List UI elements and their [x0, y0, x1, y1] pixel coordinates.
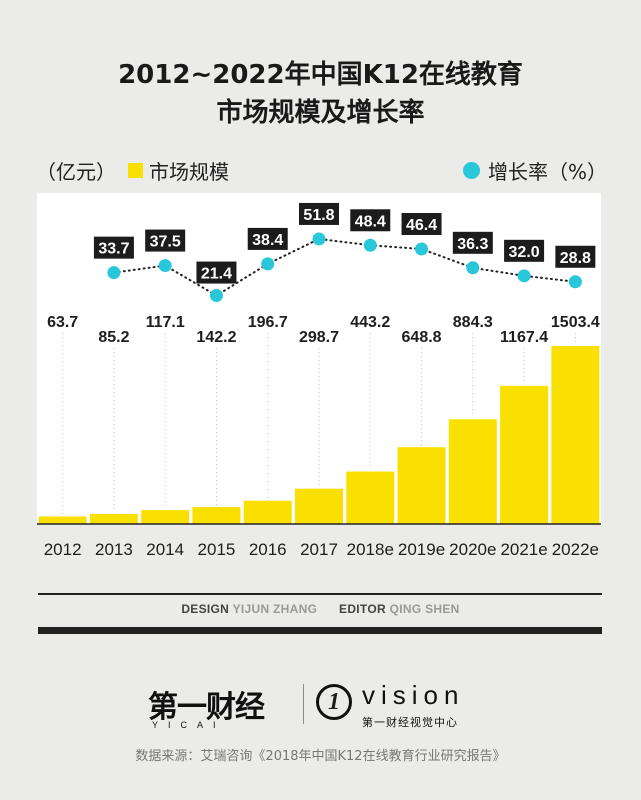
bar-value-label: 1167.4 — [500, 329, 548, 346]
logos: 第一财经 YICAI 1 vision 第一财经视觉中心 — [0, 680, 641, 730]
bar-value-label: 142.2 — [196, 329, 236, 346]
growth-rate-label-box — [555, 245, 596, 268]
growth-rate-label: 21.4 — [201, 266, 232, 283]
vision-logo-sub: 第一财经视觉中心 — [362, 716, 458, 729]
growth-rate-point — [568, 275, 582, 289]
growth-rate-point — [158, 259, 172, 273]
growth-rate-label-box — [350, 209, 391, 232]
design-name: YIJUN ZHANG — [232, 602, 318, 616]
bar — [38, 516, 87, 524]
credit-line: DESIGN YIJUN ZHANG EDITOR QING SHEN — [0, 602, 641, 616]
x-tick-label: 2022e — [552, 540, 599, 559]
growth-rate-label: 28.8 — [560, 250, 591, 267]
growth-rate-point — [107, 266, 121, 280]
x-tick-label: 2016 — [249, 540, 287, 559]
editor-name: QING SHEN — [389, 602, 460, 616]
yicai-logo: 第一财经 — [148, 690, 265, 725]
credit-bottom-rule — [38, 627, 602, 634]
growth-rate-label-box — [93, 236, 134, 259]
growth-rate-label: 46.4 — [406, 217, 437, 234]
x-tick-label: 2018e — [347, 540, 394, 559]
growth-rate-label-box — [401, 213, 442, 236]
yicai-logo-sub: YICAI — [152, 720, 226, 730]
bar — [551, 346, 600, 524]
growth-rate-point — [466, 261, 480, 275]
x-tick-label: 2020e — [449, 540, 496, 559]
bar — [295, 488, 343, 524]
growth-rate-label-box — [299, 202, 339, 225]
vision-mark: 1 — [316, 684, 352, 720]
x-tick-label: 2019e — [398, 540, 445, 559]
bar-value-label: 85.2 — [98, 329, 129, 346]
bar-value-label: 196.7 — [248, 314, 288, 331]
bar-value-label: 648.8 — [402, 329, 442, 346]
legend-bar: （亿元） 市场规模 — [36, 156, 229, 185]
growth-rate-label: 36.3 — [457, 236, 488, 253]
bar — [89, 513, 138, 524]
source-note: 数据来源：艾瑞咨询《2018年中国K12在线教育行业研究报告》 — [135, 749, 506, 764]
x-tick-label: 2014 — [146, 540, 184, 559]
line-legend-label: 增长率（%） — [487, 160, 607, 184]
title-line-2: 市场规模及增长率 — [216, 98, 425, 128]
bar-swatch — [128, 163, 143, 178]
growth-rate-label: 32.0 — [509, 244, 540, 261]
x-tick-label: 2013 — [95, 540, 133, 559]
bar-value-label: 63.7 — [47, 314, 78, 331]
bar-value-label: 298.7 — [299, 329, 339, 346]
growth-rate-label-box — [196, 261, 237, 284]
growth-rate-label: 48.4 — [355, 213, 386, 230]
growth-rate-label-box — [145, 229, 186, 252]
bar-value-label: 884.3 — [453, 314, 493, 331]
bar — [192, 507, 241, 524]
vision-logo: vision — [362, 680, 465, 710]
growth-rate-point — [415, 242, 429, 256]
line-swatch — [462, 162, 480, 179]
x-tick-label: 2017 — [300, 540, 338, 559]
title-line-1: 2012~2022年中国K12在线教育 — [118, 60, 523, 90]
growth-rate-label-box — [247, 227, 288, 250]
x-tick-label: 2015 — [198, 540, 236, 559]
legend-line: 增长率（%） — [462, 156, 607, 185]
design-label: DESIGN — [181, 602, 230, 616]
bar-value-label: 1503.4 — [551, 314, 600, 331]
growth-rate-label: 33.7 — [98, 241, 129, 258]
x-tick-label: 2012 — [44, 540, 82, 559]
bar — [448, 419, 497, 524]
growth-rate-point — [363, 238, 377, 252]
chart-title: 2012~2022年中国K12在线教育 市场规模及增长率 — [0, 56, 641, 132]
unit-label: （亿元） — [36, 160, 116, 184]
bar-value-label: 443.2 — [350, 314, 390, 331]
bar — [397, 447, 446, 524]
logo-separator — [303, 684, 304, 724]
growth-rate-point — [312, 232, 326, 246]
growth-rate-point — [209, 289, 223, 303]
bar — [500, 385, 549, 524]
growth-rate-label: 37.5 — [150, 234, 181, 251]
growth-rate-label: 38.4 — [252, 232, 283, 249]
editor-label: EDITOR — [339, 602, 386, 616]
growth-rate-line — [112, 237, 577, 297]
bar — [243, 500, 292, 524]
bar-legend-label: 市场规模 — [149, 160, 229, 184]
growth-rate-point — [261, 257, 275, 271]
bar — [346, 471, 395, 524]
growth-rate-label-box — [452, 231, 493, 254]
x-tick-label: 2021e — [500, 540, 547, 559]
growth-rate-label: 51.8 — [303, 207, 334, 224]
growth-rate-label-box — [504, 239, 545, 262]
growth-rate-point — [517, 269, 531, 283]
bar-value-label: 117.1 — [146, 314, 185, 331]
credit-top-rule — [38, 593, 602, 595]
bar — [141, 510, 190, 524]
